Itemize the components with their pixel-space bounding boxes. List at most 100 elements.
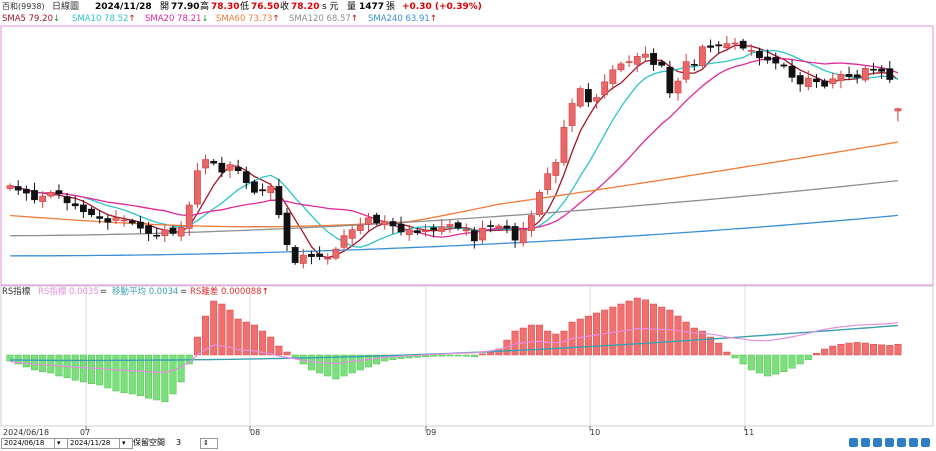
candle-body [324,257,332,260]
candle-body [731,42,739,45]
candle-body [275,186,283,216]
zoom-out-icon[interactable] [861,438,870,447]
candle [462,223,470,236]
candle [495,223,503,231]
candle-body [878,68,886,72]
period-label: 日線圖 [52,2,80,12]
scroll-left-icon[interactable] [873,438,882,447]
candle [804,70,812,91]
rs-diff-bar [356,354,364,371]
rs-diff-bar [609,306,617,356]
candle-body [104,218,112,223]
candle [747,44,755,56]
quote-date: 2024/11/28 [95,2,152,12]
candle [796,71,804,92]
candle-body [226,164,234,171]
candle-body [71,203,79,207]
settings-icon[interactable] [909,438,918,447]
rs-diff-bar [812,352,820,356]
candle-body [837,74,845,81]
candle [259,183,266,196]
candle-body [6,185,14,189]
rs-diff-bar [837,343,845,356]
fullscreen-icon[interactable] [921,438,930,447]
rs-diff-bar [79,354,87,383]
end-date-input[interactable]: 2024/11/28 [67,438,121,449]
reset-icon[interactable] [897,438,906,447]
range-dropdown[interactable]: ▾ [54,438,68,449]
candle [267,182,275,201]
candle [764,49,771,64]
rs-diff-bar [511,330,519,356]
candle-body [707,45,714,48]
candle-body [853,74,861,78]
candle [397,216,405,236]
candle [6,183,14,191]
rs-diff-bar [845,342,853,356]
candle [470,227,478,249]
candle [576,86,584,109]
candle-body [560,127,568,163]
candle [454,220,462,231]
keep-space-value[interactable]: 3 [176,438,182,447]
candle-body [291,247,299,263]
rs-avg-value: 移動平均 0.0034 [112,287,179,297]
rs-panel-title: RS指標 [2,287,31,297]
candle-body [585,89,592,103]
start-date-input[interactable]: 2024/06/18 [1,438,55,449]
candle-body [308,253,315,257]
candle [137,215,144,234]
rs-diff-bar [617,303,625,356]
rs-diff-bar [487,351,495,356]
keep-space-label: 保留空間 [133,438,165,447]
x-label-sep: 09 [426,428,437,437]
rs-diff-bar [739,354,747,365]
scroll-right-icon[interactable] [885,438,894,447]
candle [316,246,323,261]
candle-body [169,227,177,234]
candle [568,98,576,132]
rs-diff-bar [698,330,706,356]
rs-diff-bar [747,354,755,371]
candle [829,72,837,89]
candle [356,217,364,235]
sma10-line [9,49,899,248]
candle [332,246,340,261]
candle-body [699,46,706,66]
candle [381,215,389,230]
candle [723,36,731,52]
end-dropdown[interactable]: ▾ [119,438,133,449]
candle-body [470,230,478,242]
candle-body [894,108,902,112]
candle-body [796,75,804,85]
candle-body [79,204,87,213]
candle [560,119,568,167]
candle [780,62,788,69]
candle-body [690,64,698,66]
high-label: 高 [200,2,210,12]
candle-body [682,61,690,80]
rs-diff-bar [161,354,169,403]
rs-diff-bar [878,344,886,356]
candle [511,222,519,248]
open-value: 77.90 [171,2,200,12]
candle [658,59,666,68]
candle [291,245,299,265]
x-label-start: 2024/06/18 [3,428,50,437]
rs-diff-bar [772,354,780,375]
rs-diff-bar [470,354,478,358]
rs-diff-bar [120,354,128,394]
candle-body [780,64,788,67]
candle [145,221,152,242]
rs-diff-bar [283,351,291,356]
candle [739,38,747,51]
candle [552,158,560,184]
candle-body [886,68,894,80]
candle-body [348,229,356,239]
candle [242,166,250,189]
keep-space-stepper[interactable]: ⇕ [200,438,218,449]
sma60-line [10,141,899,228]
candle-body [519,229,527,244]
candle-body [14,186,22,191]
zoom-in-icon[interactable] [849,438,858,447]
